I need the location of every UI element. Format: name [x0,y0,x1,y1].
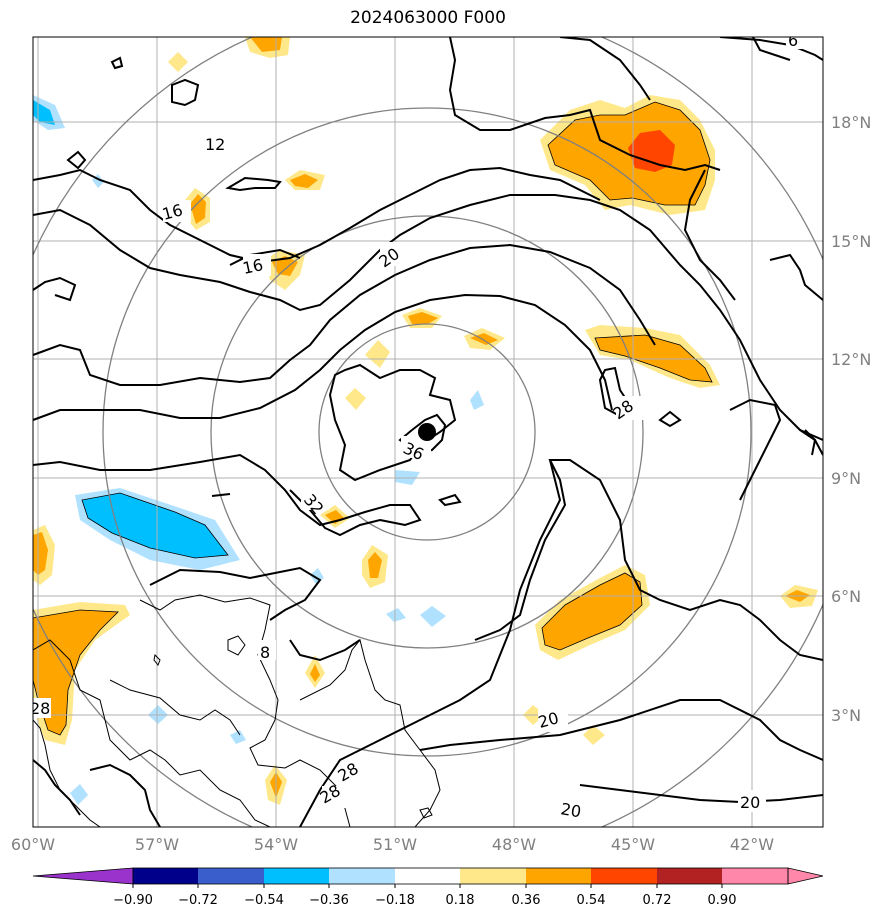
contour-label: 16 [241,255,265,278]
colorbar-tick-label: −0.72 [178,893,218,908]
coastline [33,594,441,827]
colorbar-tick-label: 0.72 [643,893,672,908]
colorbar-tick-label: −0.90 [113,893,153,908]
colorbar-bin [722,868,788,884]
range-rings [33,37,823,827]
colorbar-bin [264,868,329,884]
colorbar-tick-label: 0.18 [446,893,475,908]
lon-label: 54°W [254,835,298,854]
range-ring [318,323,536,541]
contour-label: 16 [160,200,185,224]
longitude-labels: 60°W 57°W 54°W 51°W 48°W 45°W 42°W [11,835,774,854]
colorbar-bin [460,868,526,884]
contour-label: 8 [260,643,270,662]
lon-label: 57°W [135,835,179,854]
map-frame [32,36,824,828]
storm-center-marker [418,423,436,441]
colorbar-bin [198,868,264,884]
contour-label: 20 [740,793,760,812]
contour-label: 12 [205,135,225,154]
colorbar-tick-label: −0.36 [309,893,349,908]
contour-label: 6 [788,31,798,50]
contour-label: 20 [536,708,561,732]
lon-label: 51°W [373,835,417,854]
lat-label: 18°N [831,113,871,132]
colorbar-tick-label: 0.90 [708,893,737,908]
colorbar-tick-label: −0.18 [375,893,415,908]
lon-label: 48°W [492,835,536,854]
colorbar: −0.90 −0.72 −0.54 −0.36 −0.18 0.18 0.36 … [32,867,824,908]
lon-label: 45°W [611,835,655,854]
colorbar-min-extension [32,867,134,885]
colorbar-tick-label: −0.54 [244,893,284,908]
colorbar-bin [526,868,591,884]
latitude-labels: 18°N 15°N 12°N 9°N 6°N 3°N [831,113,871,725]
colorbar-bin [329,868,395,884]
colorbar-max-extension [787,867,824,885]
range-ring [210,215,644,649]
range-ring [102,107,752,757]
lat-label: 15°N [831,232,871,251]
lat-label: 6°N [831,587,861,606]
colorbar-tick-label: 0.54 [577,893,606,908]
graticule [33,37,823,827]
lon-label: 42°W [730,835,774,854]
colorbar-bin [657,868,722,884]
contour-label: 28 [30,699,50,718]
lon-label: 60°W [11,835,55,854]
contour-label: 20 [559,799,582,821]
colorbar-tick-label: 0.36 [512,893,541,908]
lat-label: 12°N [831,350,871,369]
colorbar-bin [591,868,657,884]
shading-outlines [33,101,713,736]
colorbar-bin [133,868,198,884]
lat-label: 3°N [831,706,861,725]
colorbar-bin [395,868,460,884]
lat-label: 9°N [831,469,861,488]
contour-lines [33,37,823,827]
map-title: 2024063000 F000 [350,8,506,28]
